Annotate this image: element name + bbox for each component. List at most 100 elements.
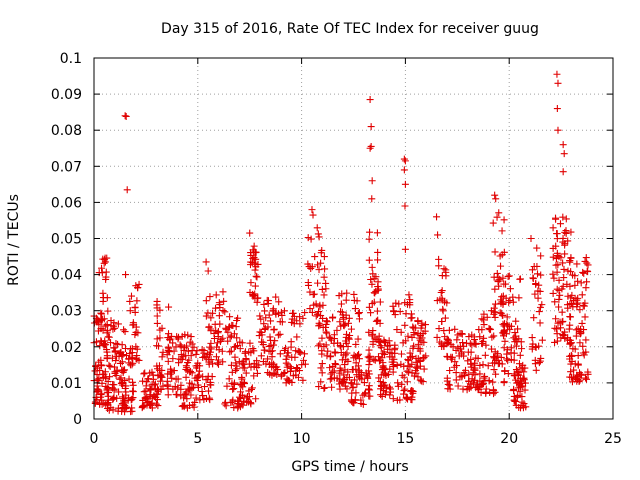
data-point [93,382,101,390]
data-point [553,230,561,238]
data-point [233,334,241,342]
data-point [311,253,319,261]
data-point [455,352,463,360]
data-point [94,386,102,394]
data-point [506,285,514,293]
data-point [465,370,473,378]
data-point [510,385,518,393]
data-point [514,325,522,333]
data-point [236,338,244,346]
data-point [471,359,479,367]
data-point [126,361,134,369]
data-point [502,294,510,302]
data-point [513,393,521,401]
data-point [515,360,523,368]
data-point [375,353,382,361]
data-point [389,395,397,403]
data-point [433,333,441,341]
data-point [111,368,119,376]
data-point [368,195,376,203]
data-point [277,308,285,316]
data-point [352,359,360,367]
x-axis-label: GPS time / hours [291,459,408,475]
data-point [571,281,579,289]
data-point [105,361,113,369]
data-point [131,331,139,339]
data-point [188,340,196,348]
data-point [133,297,141,305]
data-point [263,296,271,304]
data-point [246,229,254,237]
data-point [337,300,345,308]
data-point [505,298,513,306]
data-point [504,357,512,365]
data-point [226,323,234,331]
data-point [239,383,247,391]
data-point [106,373,114,381]
data-point [323,318,331,326]
data-point [248,259,256,267]
data-point [537,271,545,279]
data-point [122,271,130,279]
data-point [560,265,568,273]
data-point [146,391,154,399]
data-point [350,376,358,384]
data-point [261,324,269,332]
data-point [552,315,560,323]
data-point [386,391,394,399]
data-point [298,361,306,369]
data-point [323,329,331,337]
data-point [292,347,300,355]
data-point [205,394,213,402]
data-point [514,384,522,392]
data-point [485,324,493,332]
data-point [499,311,507,319]
data-point [489,378,497,386]
data-point [453,336,461,344]
data-point [417,377,425,385]
data-point [158,366,166,374]
data-point [192,350,200,358]
data-point [497,296,505,304]
data-point [123,186,131,194]
data-point [564,237,572,245]
data-point [296,349,304,357]
data-point [518,345,526,353]
data-point [583,259,591,267]
data-point [121,344,129,352]
data-point [410,372,418,380]
data-point [316,301,324,309]
data-point [115,388,123,396]
data-point [246,339,254,347]
axis-ticks [93,57,614,420]
data-point [318,369,326,377]
data-point [532,279,540,287]
data-point [365,328,373,336]
data-point [452,376,460,384]
data-point [490,353,498,361]
data-point [384,345,392,353]
data-point [559,282,567,290]
data-point [333,326,341,334]
data-point [582,374,590,382]
data-point [245,393,253,401]
data-point [342,337,350,345]
data-point [411,367,419,375]
data-point [121,397,129,405]
data-point [401,157,409,165]
data-point [219,307,227,315]
data-point [549,253,557,261]
data-point [359,400,367,408]
data-point [488,333,496,341]
data-point [365,256,373,264]
data-point [98,264,106,272]
data-point [153,297,161,305]
data-point [516,275,524,283]
data-point [184,331,192,339]
data-point [407,388,415,396]
data-point [174,335,182,343]
data-point [500,280,508,288]
data-point [494,360,502,368]
data-point [318,285,326,293]
data-point [121,112,129,120]
